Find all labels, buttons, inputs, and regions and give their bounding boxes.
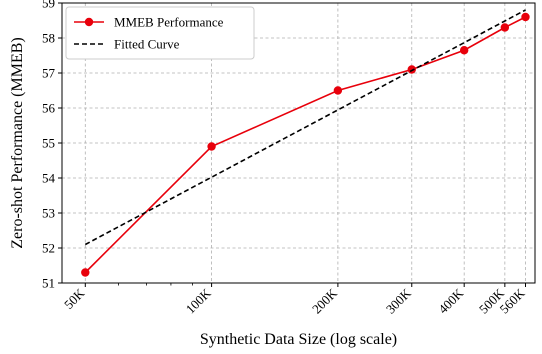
y-tick-label: 56 [42, 101, 56, 116]
data-point [81, 268, 90, 277]
series-line-fitted-curve [84, 9, 526, 246]
data-point [459, 46, 469, 55]
legend-marker-mmeb-performance [84, 17, 94, 27]
y-tick-label: 52 [42, 241, 55, 256]
legend-box [65, 6, 255, 60]
x-tick-label: 100K [183, 285, 214, 316]
legend-label-fitted-curve: Fitted Curve [114, 37, 180, 52]
y-tick-label: 51 [42, 276, 55, 291]
x-tick-label: 560K [497, 285, 528, 316]
y-axis-title: Zero-shot Performance (MMEB) [9, 37, 26, 249]
data-point [521, 12, 530, 22]
y-axis-ticks: 51 52 53 54 55 56 57 58 59 [42, 0, 62, 291]
y-tick-label: 57 [42, 66, 56, 81]
x-tick-label: 300K [383, 285, 414, 316]
data-point [333, 86, 343, 95]
y-tick-label: 58 [42, 31, 55, 46]
x-tick-label: 400K [435, 285, 466, 316]
x-tick-label: 50K [61, 285, 88, 312]
data-point [500, 23, 510, 32]
y-tick-label: 59 [42, 0, 55, 11]
y-tick-label: 55 [42, 136, 55, 151]
y-tick-label: 53 [42, 206, 55, 221]
legend-label-mmeb-performance: MMEB Performance [114, 15, 224, 30]
x-axis-title: Synthetic Data Size (log scale) [200, 331, 397, 348]
x-tick-label: 200K [309, 285, 340, 316]
data-point [207, 142, 216, 151]
legend: MMEB Performance Fitted Curve [65, 6, 255, 60]
y-tick-label: 54 [42, 171, 56, 186]
series-layer [81, 9, 530, 277]
data-point [407, 65, 416, 74]
